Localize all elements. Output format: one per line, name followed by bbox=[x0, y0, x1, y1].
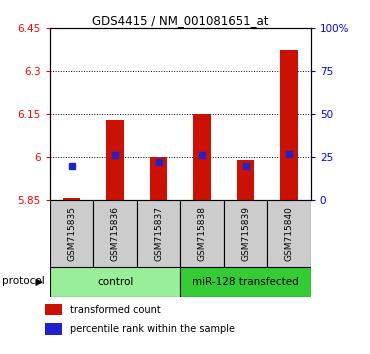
Bar bbox=[93, 200, 137, 267]
Bar bbox=[45, 304, 62, 315]
Bar bbox=[50, 267, 181, 297]
Bar bbox=[237, 160, 254, 200]
Text: GSM715835: GSM715835 bbox=[67, 206, 76, 261]
Text: GSM715837: GSM715837 bbox=[154, 206, 163, 261]
Text: control: control bbox=[97, 277, 133, 287]
Text: GSM715840: GSM715840 bbox=[285, 206, 293, 261]
Bar bbox=[137, 200, 181, 267]
Text: GSM715836: GSM715836 bbox=[111, 206, 120, 261]
Bar bbox=[50, 200, 94, 267]
Text: transformed count: transformed count bbox=[70, 305, 161, 315]
Text: protocol: protocol bbox=[3, 276, 45, 286]
Bar bbox=[280, 50, 298, 200]
Bar bbox=[224, 200, 267, 267]
Text: GSM715838: GSM715838 bbox=[198, 206, 206, 261]
Bar bbox=[268, 200, 311, 267]
Bar bbox=[181, 267, 311, 297]
Text: GSM715839: GSM715839 bbox=[241, 206, 250, 261]
Bar bbox=[63, 198, 80, 200]
Text: percentile rank within the sample: percentile rank within the sample bbox=[70, 324, 235, 334]
Bar bbox=[107, 120, 124, 200]
Bar bbox=[150, 157, 167, 200]
Bar bbox=[181, 200, 224, 267]
Bar bbox=[45, 323, 62, 335]
Bar bbox=[194, 114, 211, 200]
Title: GDS4415 / NM_001081651_at: GDS4415 / NM_001081651_at bbox=[92, 14, 269, 27]
Text: miR-128 transfected: miR-128 transfected bbox=[192, 277, 299, 287]
